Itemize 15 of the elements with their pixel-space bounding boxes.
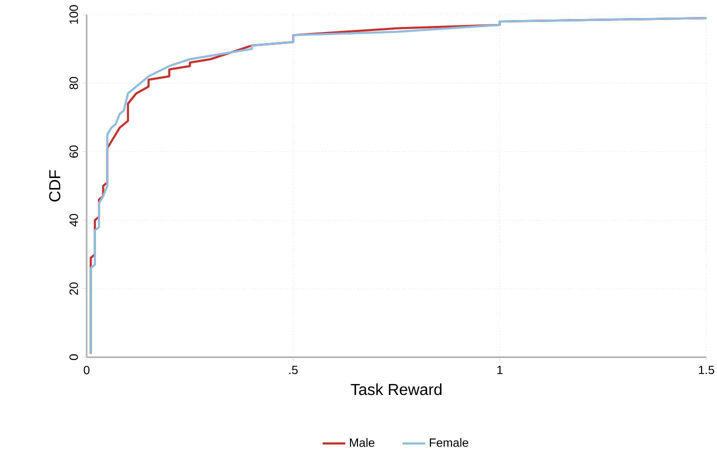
y-tick-label: 60 xyxy=(69,145,78,158)
y-tick-label: 40 xyxy=(69,214,78,226)
x-tick-label: 1.5 xyxy=(698,366,714,374)
y-tick-label: 20 xyxy=(69,282,78,294)
x-tick-label: 0 xyxy=(84,366,90,374)
legend-label: Male xyxy=(350,438,374,447)
y-tick-label: 0 xyxy=(69,354,78,360)
x-tick-label: 1 xyxy=(497,366,503,374)
legend-label: Female xyxy=(430,438,468,447)
x-axis-title: Task Reward xyxy=(350,383,442,395)
y-tick-label: 100 xyxy=(69,4,78,24)
x-tick-label: .5 xyxy=(289,366,298,374)
y-tick-label: 80 xyxy=(69,76,78,90)
y-axis-title: CDF xyxy=(49,170,60,202)
line-series xyxy=(90,16,708,355)
